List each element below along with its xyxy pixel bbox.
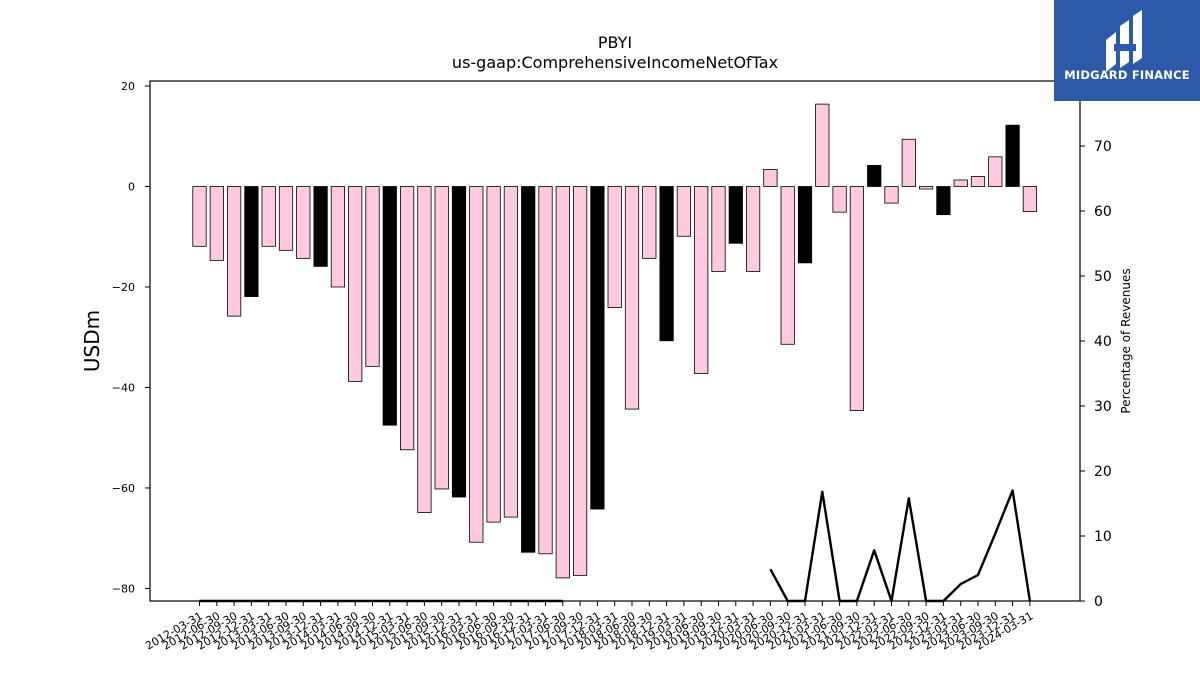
y-tick-label: −60: [112, 482, 135, 495]
bar-2020-09-30: [780, 186, 795, 345]
bar-2014-09-30: [365, 186, 380, 367]
bar-2014-12-31: [382, 186, 397, 426]
bar-2015-09-30: [434, 186, 449, 490]
logo-text: MIDGARD FINANCE: [1064, 68, 1190, 82]
midgard-finance-logo: MIDGARD FINANCE: [1054, 0, 1200, 101]
bar-2023-06-30: [970, 176, 986, 187]
y-right-tick-label: 20: [1094, 464, 1112, 480]
bar-2023-09-30: [988, 156, 1003, 187]
bar-2024-03-31: [1022, 186, 1038, 213]
bar-2021-03-31: [815, 103, 830, 187]
bar-2019-09-30: [711, 186, 726, 272]
bar-2016-03-31: [469, 186, 484, 543]
bar-2015-12-31: [451, 186, 467, 498]
bar-2019-03-31: [676, 186, 692, 237]
x-axis: 2012-03-312012-06-302012-09-302012-12-31…: [143, 601, 1035, 653]
y-tick-label: −20: [112, 281, 135, 294]
bar-2020-06-30: [763, 169, 778, 187]
y-axis-right-label: Percentage of Revenues: [1119, 268, 1133, 413]
y-right-tick-label: 60: [1094, 204, 1112, 220]
bar-2019-12-31: [728, 186, 743, 244]
bar-2021-09-30: [849, 186, 865, 411]
bar-2013-09-30: [296, 186, 311, 259]
y-right-tick-label: 70: [1094, 139, 1112, 155]
bar-2017-03-31: [538, 186, 553, 555]
y-tick-label: 0: [128, 181, 135, 194]
bar-2018-06-30: [624, 186, 640, 410]
y-axis-label: USDm: [80, 310, 104, 372]
bar-2023-12-31: [1005, 124, 1020, 187]
bar-2017-06-30: [555, 186, 570, 579]
bar-2012-06-30: [209, 186, 224, 261]
y-right-tick-label: 40: [1094, 334, 1112, 350]
y-right-tick-label: 0: [1094, 594, 1103, 610]
y-right-tick-label: 30: [1094, 399, 1112, 415]
bar-2017-12-31: [590, 186, 605, 510]
percentage-line-segment-1: [769, 489, 1032, 603]
y-axis-right: 0 10 20 30 40 50 60 70: [1080, 139, 1112, 610]
bar-2016-06-30: [486, 186, 501, 523]
bar-2017-09-30: [573, 186, 588, 576]
bar-2022-06-30: [901, 138, 916, 187]
bar-2015-06-30: [417, 186, 432, 513]
y-right-tick-label: 50: [1094, 269, 1112, 285]
bar-2022-03-31: [884, 186, 899, 204]
bar-2021-12-31: [867, 165, 882, 187]
y-axis-left: −80 −60 −40 −20 0 20: [112, 80, 150, 595]
bar-2022-09-30: [919, 186, 934, 190]
bar-2012-09-30: [226, 186, 242, 317]
bar-2021-06-30: [832, 186, 847, 213]
bar-2014-06-30: [348, 186, 363, 382]
plot-frame: [149, 80, 1081, 602]
bar-2018-12-31: [659, 186, 674, 342]
y-tick-label: 20: [121, 80, 135, 93]
bar-2016-09-30: [503, 186, 519, 518]
bar-2020-12-31: [797, 186, 813, 264]
y-right-tick-label: 10: [1094, 529, 1112, 545]
chart-title: PBYI: [598, 33, 632, 52]
bar-2013-12-31: [313, 186, 328, 267]
bar-2012-12-31: [244, 186, 259, 297]
y-tick-label: −40: [112, 381, 135, 394]
bar-2020-03-31: [746, 186, 761, 272]
bar-2023-03-31: [953, 179, 968, 187]
logo-mark-icon: [1106, 10, 1142, 72]
bar-2012-03-31: [192, 186, 207, 247]
bar-2022-12-31: [936, 186, 951, 216]
bar-2018-03-31: [607, 186, 622, 308]
bar-2013-03-31: [261, 186, 276, 247]
line-group: [199, 489, 1032, 603]
chart-subtitle: us-gaap:ComprehensiveIncomeNetOfTax: [452, 53, 778, 72]
y-tick-label: −80: [112, 582, 135, 595]
bar-2018-09-30: [642, 186, 657, 259]
bar-2013-06-30: [278, 186, 294, 251]
bar-2015-03-31: [399, 186, 415, 451]
bar-2019-06-30: [694, 186, 709, 374]
bar-2014-03-31: [330, 186, 346, 288]
bar-2016-12-31: [521, 186, 536, 553]
bar-group: [192, 103, 1038, 579]
